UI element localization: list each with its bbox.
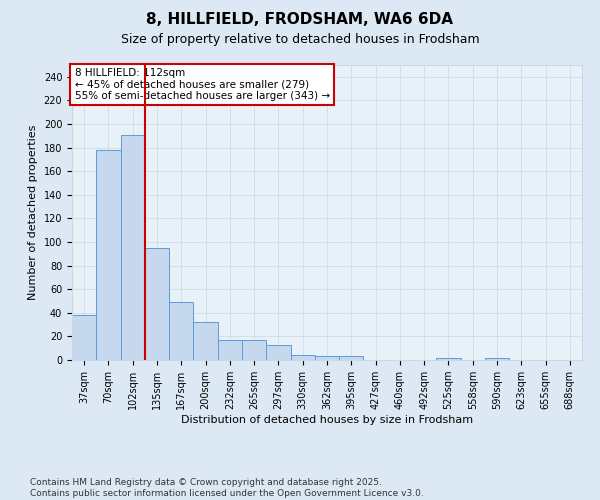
Text: 8, HILLFIELD, FRODSHAM, WA6 6DA: 8, HILLFIELD, FRODSHAM, WA6 6DA [146,12,454,28]
Bar [485,358,509,360]
Bar [266,344,290,360]
Bar [315,356,339,360]
Text: 8 HILLFIELD: 112sqm
← 45% of detached houses are smaller (279)
55% of semi-detac: 8 HILLFIELD: 112sqm ← 45% of detached ho… [74,68,329,101]
Text: Size of property relative to detached houses in Frodsham: Size of property relative to detached ho… [121,32,479,46]
Bar [145,248,169,360]
Bar [436,358,461,360]
Bar [290,356,315,360]
Bar [218,340,242,360]
Bar [169,302,193,360]
Text: Contains HM Land Registry data © Crown copyright and database right 2025.
Contai: Contains HM Land Registry data © Crown c… [30,478,424,498]
X-axis label: Distribution of detached houses by size in Frodsham: Distribution of detached houses by size … [181,415,473,425]
Bar [96,150,121,360]
Bar [193,322,218,360]
Bar [72,315,96,360]
Bar [339,356,364,360]
Y-axis label: Number of detached properties: Number of detached properties [28,125,38,300]
Bar [121,134,145,360]
Bar [242,340,266,360]
